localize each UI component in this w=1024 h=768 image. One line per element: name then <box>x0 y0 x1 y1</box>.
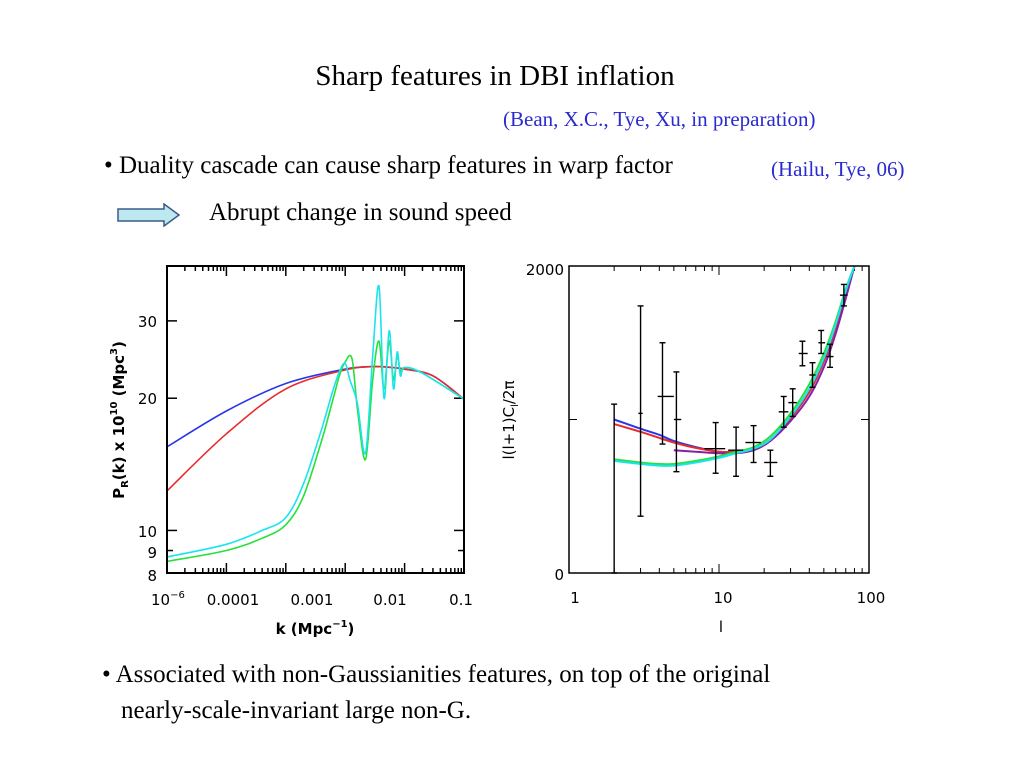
xtick-label: 100 <box>857 589 886 607</box>
ytick-label: 2000 <box>526 261 564 279</box>
error-bar-7 <box>764 449 778 477</box>
error-bar-1 <box>637 305 644 517</box>
xtick-label: 0.001 <box>291 591 334 609</box>
error-bar-11 <box>809 362 816 388</box>
error-bar-13 <box>826 343 834 369</box>
slide-title: Sharp features in DBI inflation <box>315 60 675 92</box>
abrupt-change-text: Abrupt change in sound speed <box>209 199 512 226</box>
y-axis-label: PR(k) x 1010 (Mpc3) <box>109 341 131 499</box>
error-bar-8 <box>778 395 789 428</box>
bullet2-line2: nearly-scale-invariant large non-G. <box>121 697 472 724</box>
bullet-duality-cascade: • Duality cascade can cause sharp featur… <box>104 152 673 179</box>
citation-main: (Bean, X.C., Tye, Xu, in preparation) <box>503 107 816 131</box>
error-bar-3 <box>673 371 682 473</box>
cmb-spectrum-frame <box>568 265 870 574</box>
ytick-label: 0 <box>554 566 564 584</box>
ytick-label: 30 <box>138 313 157 331</box>
x-axis-label: l <box>719 618 723 636</box>
cmb-series-line-1 <box>613 266 856 454</box>
xtick-label: 0.1 <box>449 591 473 609</box>
error-bar-0 <box>611 403 618 574</box>
error-bar-5 <box>728 426 744 477</box>
ytick-label: 10 <box>138 523 157 541</box>
error-bar-6 <box>745 424 761 464</box>
error-bar-14 <box>839 283 848 307</box>
cmb-spectrum-curves <box>613 266 856 467</box>
cmb-series-line-0 <box>613 266 856 454</box>
error-bar-9 <box>788 388 797 418</box>
error-bar-12 <box>818 329 826 355</box>
power-spectrum-frame <box>166 265 465 574</box>
bullet-non-gaussianities: • Associated with non-Gaussianities feat… <box>102 657 770 729</box>
bullet2-line1: • Associated with non-Gaussianities feat… <box>102 661 771 688</box>
power-spectrum-curves <box>167 284 464 563</box>
cmb-series-line-2 <box>673 266 856 455</box>
ytick-label: 9 <box>147 544 157 562</box>
error-bar-4 <box>704 421 726 474</box>
ytick-label: 8 <box>147 567 157 585</box>
cmb-spectrum-plot: 0 2000 1 10 100 l l(l+1)Cl/2π <box>500 261 886 636</box>
y-axis-label: l(l+1)Cl/2π <box>500 380 521 459</box>
xtick-label: 0.0001 <box>207 591 260 609</box>
error-bar-10 <box>798 340 808 367</box>
ytick-label: 20 <box>138 390 157 408</box>
xtick-label: 10 <box>713 589 732 607</box>
xtick-label: 1 <box>570 589 580 607</box>
x-axis-label: k (Mpc−1) <box>276 619 355 638</box>
xtick-label-1e-6: 10−6 <box>151 590 185 609</box>
right-arrow-icon <box>117 203 181 227</box>
cmb-error-bars <box>611 283 848 574</box>
series-line-0 <box>167 365 464 448</box>
series-line-1 <box>167 365 464 492</box>
xtick-label: 0.01 <box>373 591 406 609</box>
citation-hailu-tye: (Hailu, Tye, 06) <box>771 157 905 181</box>
power-spectrum-plot: 8 9 10 20 30 10−6 0.0001 0.001 0.01 0.1 … <box>109 265 473 638</box>
error-bar-2 <box>657 342 674 445</box>
series-line-3 <box>167 284 464 558</box>
